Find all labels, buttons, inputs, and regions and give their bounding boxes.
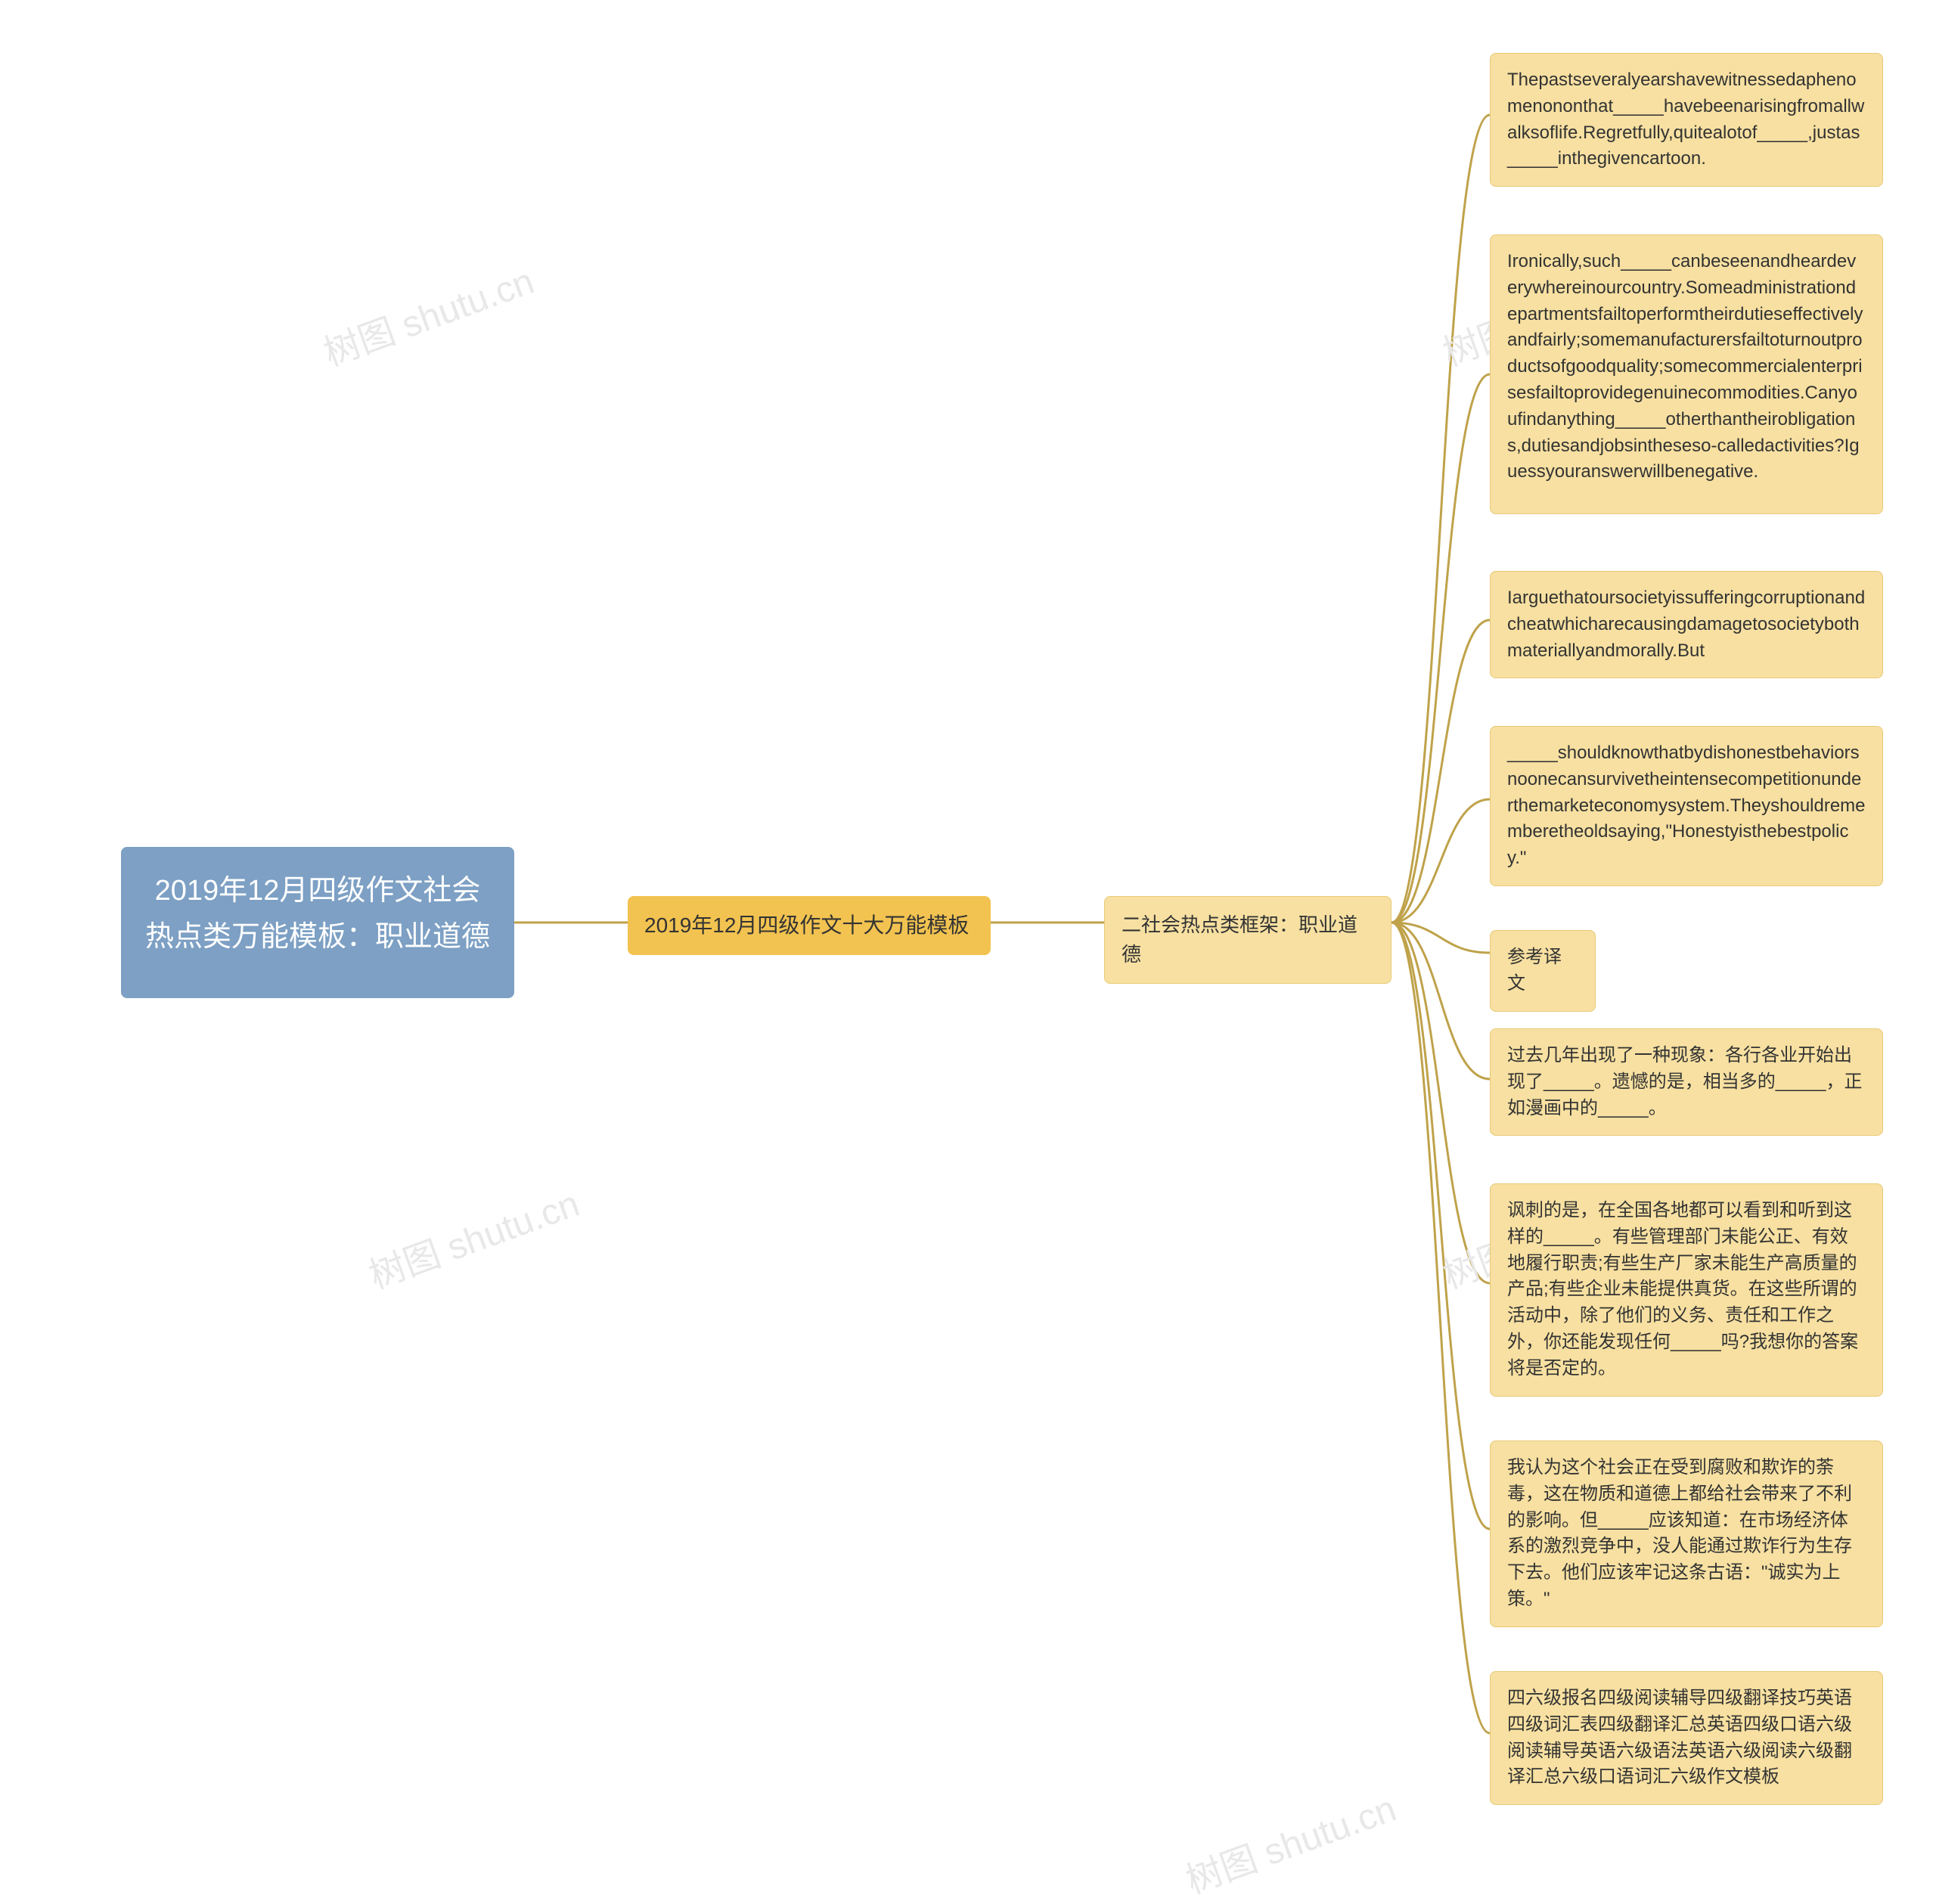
level1-node[interactable]: 2019年12月四级作文十大万能模板 [628, 896, 991, 955]
watermark: 树图 shutu.cn [361, 1174, 585, 1298]
leaf-node-3[interactable]: _____shouldknowthatbydishonestbehaviorsn… [1490, 726, 1883, 886]
leaf-node-5[interactable]: 过去几年出现了一种现象：各行各业开始出现了_____。遗憾的是，相当多的____… [1490, 1028, 1883, 1136]
level2-node[interactable]: 二社会热点类框架：职业道德 [1104, 896, 1392, 984]
leaf-node-2[interactable]: Iarguethatoursocietyissufferingcorruptio… [1490, 571, 1883, 678]
leaf-node-4[interactable]: 参考译文 [1490, 930, 1596, 1012]
leaf-node-1[interactable]: Ironically,such_____canbeseenandheardeve… [1490, 234, 1883, 514]
mindmap-container: 树图 shutu.cn树图 shutu.cn树图 shutu.cn树图 shut… [0, 0, 1936, 1865]
leaf-node-0[interactable]: Thepastseveralyearshavewitnessedaphenome… [1490, 53, 1883, 187]
root-node[interactable]: 2019年12月四级作文社会热点类万能模板：职业道德 [121, 847, 514, 998]
watermark: 树图 shutu.cn [315, 251, 540, 376]
leaf-node-6[interactable]: 讽刺的是，在全国各地都可以看到和听到这样的_____。有些管理部门未能公正、有效… [1490, 1183, 1883, 1397]
watermark: 树图 shutu.cn [1177, 1778, 1402, 1903]
leaf-node-7[interactable]: 我认为这个社会正在受到腐败和欺诈的荼毒，这在物质和道德上都给社会带来了不利的影响… [1490, 1440, 1883, 1627]
leaf-node-8[interactable]: 四六级报名四级阅读辅导四级翻译技巧英语四级词汇表四级翻译汇总英语四级口语六级阅读… [1490, 1671, 1883, 1805]
